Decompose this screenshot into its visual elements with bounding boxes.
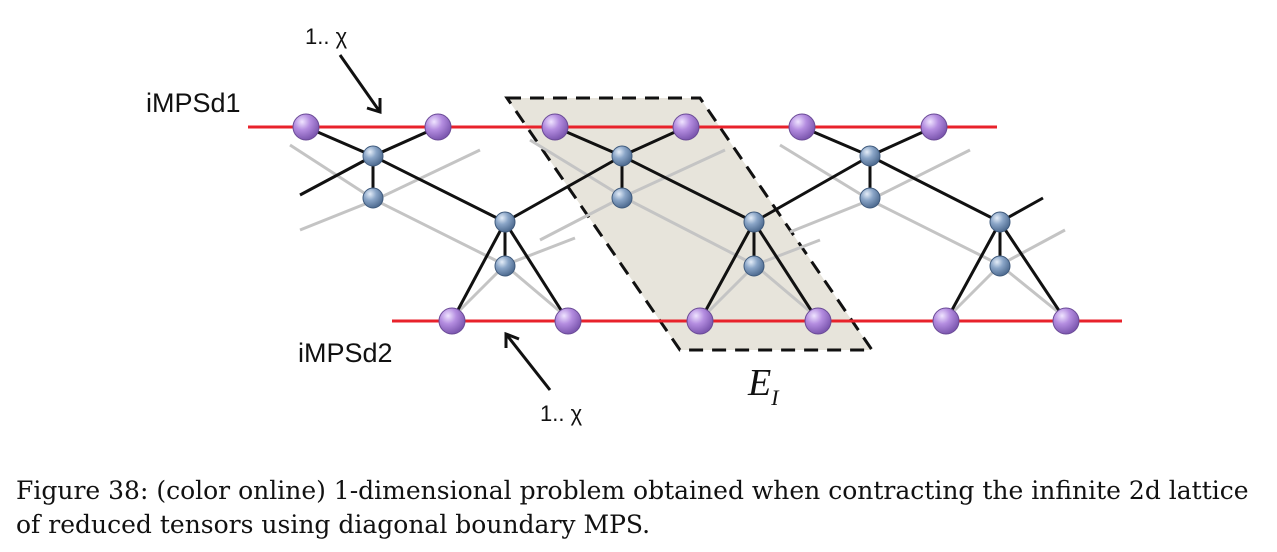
lattice-tensor (494, 255, 516, 277)
lattice-tensor (989, 255, 1011, 277)
mps-tensor (554, 307, 582, 335)
bottom-bond-arrow (504, 331, 552, 391)
figure-caption: Figure 38: (color online) 1-dimensional … (16, 476, 1249, 539)
lattice-tensor (859, 145, 881, 167)
mps-tensor (292, 113, 320, 141)
mps-tensor (541, 113, 569, 141)
lattice-tensor (611, 187, 633, 209)
mps-tensor (920, 113, 948, 141)
top-bond-label: 1.. χ (305, 24, 348, 49)
mps-tensor (438, 307, 466, 335)
top-mps-label: iMPSd1 (146, 88, 241, 118)
lattice-tensor (743, 211, 765, 233)
environment-label-sub: I (770, 385, 780, 410)
lattice-tensor (743, 255, 765, 277)
lattice-tensor (362, 187, 384, 209)
environment-label-main: E (747, 362, 771, 404)
mps-tensor (804, 307, 832, 335)
lattice-tensor (859, 187, 881, 209)
lattice-tensors (362, 145, 1011, 277)
bottom-mps-label: iMPSd2 (298, 338, 393, 368)
mps-tensor (1052, 307, 1080, 335)
mps-tensor (788, 113, 816, 141)
mps-tensor (932, 307, 960, 335)
tensor-network-diagram: 1.. χ 1.. χ iMPSd1 iMPSd2 EI (146, 24, 1122, 426)
mps-tensor (424, 113, 452, 141)
lattice-tensor (362, 145, 384, 167)
environment-label: EI (747, 362, 780, 410)
top-bond-arrow (338, 54, 382, 115)
lattice-tensor (494, 211, 516, 233)
mps-tensor (672, 113, 700, 141)
mps-tensors (292, 113, 1080, 335)
bottom-bond-label: 1.. χ (540, 401, 583, 426)
lattice-tensor (611, 145, 633, 167)
mps-tensor (686, 307, 714, 335)
back-layer-bonds (289, 138, 1069, 322)
lattice-tensor (989, 211, 1011, 233)
